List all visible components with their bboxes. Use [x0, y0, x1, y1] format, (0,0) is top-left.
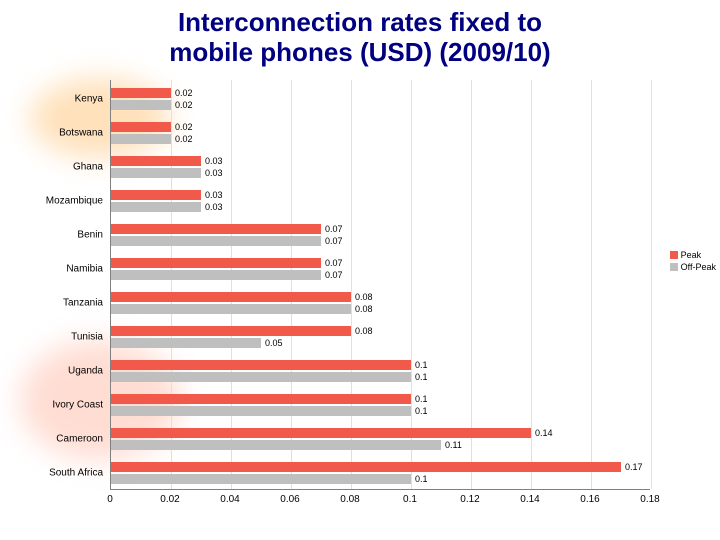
bar-offpeak: [111, 236, 321, 246]
bar-peak: [111, 292, 351, 302]
value-label-peak: 0.17: [625, 462, 643, 472]
chart-row: Ivory Coast0.10.1: [111, 388, 650, 422]
bar-offpeak: [111, 372, 411, 382]
bar-offpeak: [111, 406, 411, 416]
bar-peak: [111, 88, 171, 98]
category-label: Cameroon: [1, 434, 103, 445]
bar-peak: [111, 122, 171, 132]
value-label-offpeak: 0.05: [265, 338, 283, 348]
value-label-peak: 0.08: [355, 326, 373, 336]
value-label-offpeak: 0.1: [415, 372, 428, 382]
chart-row: South Africa0.170.1: [111, 456, 650, 490]
chart-row: Botswana0.020.02: [111, 116, 650, 150]
x-tick-label: 0.14: [520, 494, 539, 505]
x-tick-label: 0.18: [640, 494, 659, 505]
chart-title: Interconnection rates fixed to mobile ph…: [0, 0, 720, 72]
legend-label-peak: Peak: [681, 250, 702, 260]
x-tick-label: 0.16: [580, 494, 599, 505]
bar-offpeak: [111, 134, 171, 144]
chart-row: Tunisia0.080.05: [111, 320, 650, 354]
x-tick-label: 0.1: [403, 494, 417, 505]
value-label-peak: 0.02: [175, 88, 193, 98]
value-label-peak: 0.03: [205, 156, 223, 166]
legend-item-offpeak: Off-Peak: [670, 262, 716, 272]
bar-peak: [111, 462, 621, 472]
category-label: Uganda: [1, 366, 103, 377]
value-label-peak: 0.03: [205, 190, 223, 200]
bar-offpeak: [111, 100, 171, 110]
category-label: Botswana: [1, 128, 103, 139]
plot-region: Kenya0.020.02Botswana0.020.02Ghana0.030.…: [110, 80, 650, 490]
value-label-offpeak: 0.02: [175, 134, 193, 144]
title-line-2: mobile phones (USD) (2009/10): [20, 38, 700, 68]
bar-offpeak: [111, 202, 201, 212]
value-label-peak: 0.14: [535, 428, 553, 438]
chart-row: Namibia0.070.07: [111, 252, 650, 286]
category-label: Ivory Coast: [1, 400, 103, 411]
category-label: Benin: [1, 230, 103, 241]
legend: Peak Off-Peak: [670, 250, 716, 274]
bar-offpeak: [111, 338, 261, 348]
chart-area: Kenya 0.02 0.02 Botswana 0.02 0.02 Ghana 0.03 0.…: [0, 80, 720, 520]
bar-offpeak: [111, 270, 321, 280]
bar-peak: [111, 258, 321, 268]
value-label-peak: 0.1: [415, 394, 428, 404]
bar-offpeak: [111, 474, 411, 484]
gridline: [651, 80, 652, 489]
value-label-peak: 0.07: [325, 224, 343, 234]
category-label: Kenya: [1, 94, 103, 105]
value-label-peak: 0.07: [325, 258, 343, 268]
bar-offpeak: [111, 168, 201, 178]
value-label-offpeak: 0.11: [445, 440, 462, 450]
x-tick-label: 0.02: [160, 494, 179, 505]
bar-peak: [111, 394, 411, 404]
chart-row: Cameroon0.140.11: [111, 422, 650, 456]
category-label: South Africa: [1, 468, 103, 479]
category-label: Tunisia: [1, 332, 103, 343]
legend-swatch-offpeak: [670, 263, 678, 271]
value-label-offpeak: 0.08: [355, 304, 373, 314]
x-tick-label: 0.12: [460, 494, 479, 505]
bar-peak: [111, 190, 201, 200]
chart-row: Benin0.070.07: [111, 218, 650, 252]
x-tick-label: 0.08: [340, 494, 359, 505]
bar-offpeak: [111, 440, 441, 450]
category-label: Tanzania: [1, 298, 103, 309]
value-label-peak: 0.1: [415, 360, 428, 370]
bar-offpeak: [111, 304, 351, 314]
x-tick-label: 0.06: [280, 494, 299, 505]
value-label-offpeak: 0.07: [325, 270, 343, 280]
category-label: Ghana: [1, 162, 103, 173]
chart-row: Tanzania0.080.08: [111, 286, 650, 320]
value-label-peak: 0.08: [355, 292, 373, 302]
chart-row: Ghana0.030.03: [111, 150, 650, 184]
bar-peak: [111, 224, 321, 234]
value-label-offpeak: 0.1: [415, 406, 428, 416]
category-label: Namibia: [1, 264, 103, 275]
bar-peak: [111, 428, 531, 438]
value-label-offpeak: 0.03: [205, 202, 223, 212]
chart-row: Uganda0.10.1: [111, 354, 650, 388]
bar-peak: [111, 360, 411, 370]
value-label-peak: 0.02: [175, 122, 193, 132]
x-tick-label: 0: [107, 494, 113, 505]
chart-row: Mozambique0.030.03: [111, 184, 650, 218]
value-label-offpeak: 0.02: [175, 100, 193, 110]
value-label-offpeak: 0.03: [205, 168, 223, 178]
chart-row: Kenya0.020.02: [111, 82, 650, 116]
value-label-offpeak: 0.1: [415, 474, 428, 484]
category-label: Mozambique: [1, 196, 103, 207]
legend-label-offpeak: Off-Peak: [681, 262, 716, 272]
legend-swatch-peak: [670, 251, 678, 259]
value-label-offpeak: 0.07: [325, 236, 343, 246]
title-line-1: Interconnection rates fixed to: [20, 8, 700, 38]
bar-peak: [111, 326, 351, 336]
legend-item-peak: Peak: [670, 250, 716, 260]
x-tick-label: 0.04: [220, 494, 239, 505]
bar-peak: [111, 156, 201, 166]
